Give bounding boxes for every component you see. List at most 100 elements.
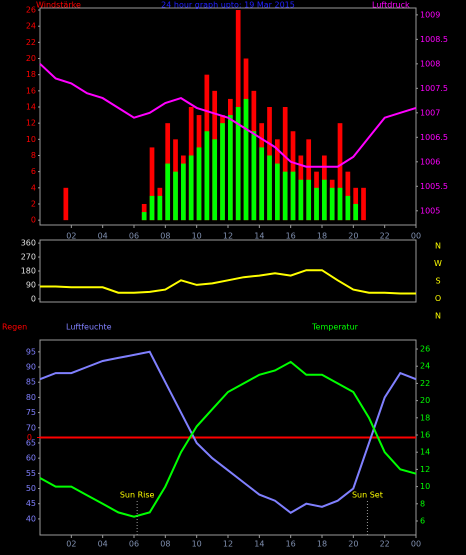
rain-label: Regen [2, 323, 27, 332]
x-tick-label: 12 [223, 232, 233, 241]
bar [220, 123, 225, 221]
direction-label: W [434, 259, 442, 268]
y-tick-label: 12 [26, 119, 36, 128]
y-tick-label: 10 [26, 135, 36, 144]
bar [337, 123, 343, 221]
y2-tick-label: 1007.5 [420, 84, 448, 93]
direction-label: N [435, 242, 441, 251]
bar [329, 187, 335, 221]
pressure-label: Luftdruck [372, 1, 410, 10]
bar [63, 187, 69, 221]
y-tick-label: 4 [31, 183, 36, 192]
y-tick-label: 26 [26, 6, 36, 15]
y-tick-label: 75 [26, 408, 36, 417]
y-tick-label: 24 [26, 22, 36, 31]
y2-tick-label: 1006 [420, 157, 440, 166]
bar [322, 179, 327, 221]
y-tick-label: 270 [21, 253, 36, 262]
line [39, 63, 417, 168]
y-tick-label: 180 [21, 267, 36, 276]
x-tick-label: 02 [66, 232, 76, 241]
x-tick-label: 12 [223, 540, 233, 549]
y2-tick-label: 10 [420, 482, 430, 491]
y2-tick-label: 26 [420, 345, 430, 354]
x-tick-label: 00 [411, 232, 421, 241]
x-tick-label: 18 [317, 232, 327, 241]
x-tick-label: 00 [411, 540, 421, 549]
line [39, 350, 417, 515]
line [40, 269, 416, 295]
bar [314, 187, 319, 221]
y-tick-label: 14 [26, 103, 36, 112]
y-tick-label: 50 [26, 484, 36, 493]
bar [235, 107, 241, 221]
x-tick-label: 14 [254, 232, 264, 241]
bar [188, 155, 194, 221]
x-tick-label: 22 [380, 540, 390, 549]
y2-tick-label: 1005.5 [420, 182, 448, 191]
direction-label: S [435, 277, 440, 286]
x-tick-label: 06 [129, 232, 139, 241]
annotation: Sun Set [352, 491, 383, 500]
y2-tick-label: 14 [420, 448, 430, 457]
x-tick-label: 16 [286, 540, 296, 549]
humidity-label: Luftfeuchte [66, 323, 112, 332]
x-tick-label: 10 [192, 540, 202, 549]
y2-tick-label: 8 [420, 499, 425, 508]
y-tick-label: 65 [26, 438, 36, 447]
temperature-label: Temperatur [311, 323, 359, 332]
x-tick-label: 02 [66, 540, 76, 549]
y2-tick-label: 1006.5 [420, 133, 448, 142]
y2-tick-label: 1005 [420, 206, 440, 215]
y2-tick-label: 1009 [420, 10, 440, 19]
y-tick-label: 0 [31, 216, 36, 225]
bar [361, 187, 366, 221]
bar [306, 179, 312, 221]
y2-tick-label: 22 [420, 379, 430, 388]
wind-label: Windstärke [36, 1, 81, 10]
bar [275, 163, 280, 221]
y-tick-label: 55 [26, 469, 36, 478]
y-tick-label: 8 [31, 151, 36, 160]
bar [337, 187, 343, 221]
bar [282, 171, 288, 221]
bar [165, 163, 171, 221]
bar [212, 139, 218, 221]
y-tick-label: 90 [26, 280, 36, 289]
line [39, 360, 417, 518]
bar [243, 98, 249, 221]
direction-label: O [435, 294, 441, 303]
y-tick-label: 80 [26, 393, 36, 402]
bar [345, 195, 351, 221]
bar [259, 147, 265, 221]
chart-title: 24 hour graph upto: 19 Mar 2015 [161, 1, 295, 10]
annotation: Sun Rise [120, 491, 155, 500]
y-tick-label: 2 [31, 199, 36, 208]
x-tick-label: 20 [348, 540, 358, 549]
y-tick-label: 0 [31, 294, 36, 303]
x-tick-label: 06 [129, 540, 139, 549]
y2-tick-label: 12 [420, 465, 430, 474]
y-tick-label: 16 [26, 86, 36, 95]
y-tick-label: 18 [26, 70, 36, 79]
y2-tick-label: 16 [420, 431, 430, 440]
y-tick-label: 45 [26, 499, 36, 508]
y2-tick-label: 1008.5 [420, 35, 448, 44]
x-tick-label: 08 [160, 232, 170, 241]
x-tick-label: 08 [160, 540, 170, 549]
y2-tick-label: 18 [420, 413, 430, 422]
x-tick-label: 22 [380, 232, 390, 241]
bar [173, 171, 178, 221]
direction-frame [39, 239, 417, 303]
bar [267, 155, 272, 221]
y-tick-label: 90 [26, 363, 36, 372]
x-tick-label: 16 [286, 232, 296, 241]
y-tick-label: 6 [31, 167, 36, 176]
direction-label: N [435, 312, 441, 321]
x-tick-label: 04 [98, 540, 108, 549]
x-tick-label: 04 [98, 232, 108, 241]
y-tick-label: 60 [26, 454, 36, 463]
bar [282, 107, 288, 221]
x-tick-label: 14 [254, 540, 264, 549]
